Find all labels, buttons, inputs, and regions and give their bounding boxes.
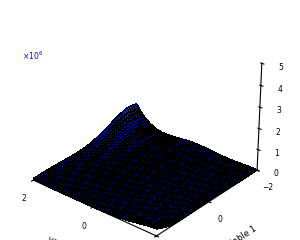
Y-axis label: variable 1: variable 1 (219, 224, 259, 240)
X-axis label: variable 2: variable 2 (46, 235, 88, 240)
Text: $\times10^6$: $\times10^6$ (22, 50, 43, 62)
